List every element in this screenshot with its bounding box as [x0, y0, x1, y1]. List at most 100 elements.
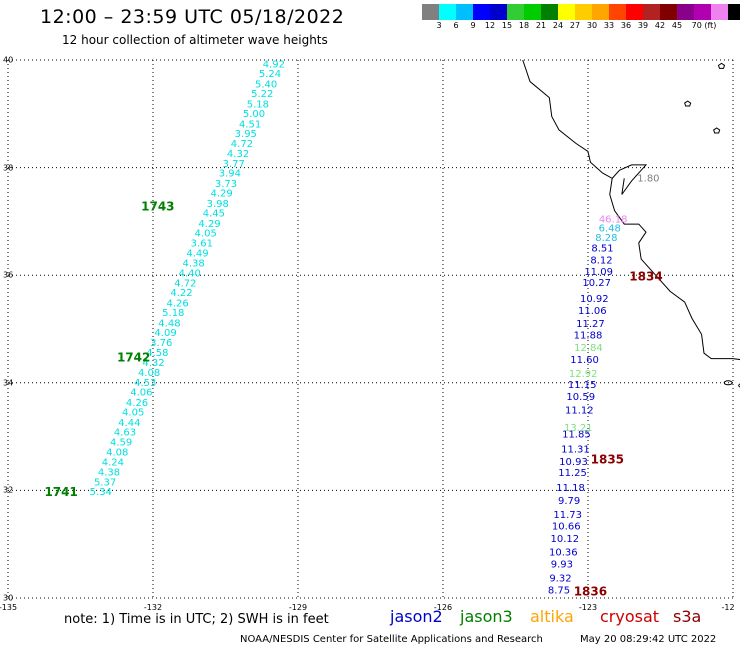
pass-time-label: 1741	[44, 485, 77, 499]
colorbar-swatch	[541, 4, 558, 20]
latitude-tick-label: 32	[3, 485, 14, 495]
latitude-tick-label: 34	[3, 378, 14, 388]
wave-height-label: 4.08	[106, 447, 128, 458]
wave-height-label: 5.22	[251, 89, 273, 100]
colorbar-tick-label: 21	[535, 21, 547, 30]
map-subtitle: 12 hour collection of altimeter wave hei…	[62, 33, 328, 47]
wave-height-label: 11.27	[576, 319, 605, 330]
colorbar-tick-label: 15	[501, 21, 513, 30]
wave-height-label: 10.66	[552, 522, 581, 533]
wave-height-label: 11.60	[570, 355, 599, 366]
generated-timestamp: May 20 08:29:42 UTC 2022	[580, 634, 717, 645]
wave-height-label: 10.12	[550, 534, 579, 545]
wave-height-label: 4.06	[130, 388, 152, 399]
wave-height-label: 4.59	[110, 438, 132, 449]
wave-height-label: 4.45	[203, 209, 225, 220]
wave-height-label: 4.26	[126, 398, 148, 409]
wave-height-label: 3.73	[215, 179, 237, 190]
colorbar-swatch	[711, 4, 728, 20]
wave-height-label: 11.12	[565, 405, 594, 416]
legend-note: note: 1) Time is in UTC; 2) SWH is in fe…	[64, 612, 329, 627]
wave-height-label: 6.48	[599, 224, 621, 235]
wave-height-label: 11.06	[578, 306, 607, 317]
wave-height-label: 5.18	[247, 99, 269, 110]
colorbar-tick-label: 45	[671, 21, 683, 30]
wave-height-label: 4.29	[198, 219, 220, 230]
colorbar-swatch	[439, 4, 456, 20]
wave-height-label: 4.26	[167, 298, 189, 309]
colorbar-swatch	[643, 4, 660, 20]
wave-height-label: 4.48	[158, 318, 180, 329]
channel-island	[723, 380, 733, 386]
colorbar-swatch	[592, 4, 609, 20]
wave-height-label: 4.72	[174, 278, 196, 289]
wave-height-label: 8.12	[590, 255, 612, 266]
wave-height-label: 3.98	[207, 199, 229, 210]
wave-height-label: 5.40	[255, 79, 277, 90]
longitude-tick-label: -126	[433, 603, 453, 612]
colorbar-tick-label: 39	[637, 21, 649, 30]
map-title: 12:00 – 23:59 UTC 05/18/2022	[40, 6, 345, 28]
wave-height-label: 4.40	[179, 268, 201, 279]
latitude-tick-label: 40	[3, 55, 14, 65]
longitude-tick-label: -12	[721, 603, 735, 612]
colorbar-swatch	[490, 4, 507, 20]
wave-height-label: 4.05	[122, 408, 144, 419]
colorbar-swatch	[456, 4, 473, 20]
colorbar-swatch	[677, 4, 694, 20]
colorbar-tick-label: 12	[484, 21, 496, 30]
latitude-tick-label: 38	[3, 163, 14, 173]
wave-height-label: 4.49	[186, 248, 208, 259]
colorbar-swatch	[660, 4, 677, 20]
wave-height-label: 10.36	[549, 547, 578, 558]
wave-height-label: 10.93	[559, 457, 588, 468]
wave-height-label: 11.88	[574, 331, 603, 342]
colorbar-swatch	[694, 4, 711, 20]
wave-height-label: 12.84	[574, 343, 603, 354]
wave-height-label: 5.18	[162, 308, 184, 319]
pass-time-label: 1836	[574, 584, 607, 598]
channel-island	[738, 383, 740, 388]
colorbar-swatch	[575, 4, 592, 20]
colorbar-tick-label: 30	[586, 21, 598, 30]
wave-height-label: 5.24	[259, 69, 281, 80]
credit-text: NOAA/NESDIS Center for Satellite Applica…	[240, 634, 543, 645]
wave-height-label: 4.72	[231, 139, 253, 150]
wave-height-label: 9.32	[549, 573, 571, 584]
wave-height-label: 11.73	[553, 510, 582, 521]
colorbar-tick-label: 24	[552, 21, 564, 30]
inland-lake	[684, 100, 692, 107]
coastline	[522, 59, 740, 388]
wave-height-label: 12.92	[569, 369, 598, 380]
wave-height-label: 10.27	[582, 278, 611, 289]
colorbar-tick-label: 3	[436, 21, 442, 30]
wave-height-label: 8.75	[548, 586, 570, 597]
pass-time-labels: 1743 1742 1741 1834 1835 1836	[44, 200, 662, 599]
wave-height-label: 10.59	[566, 392, 595, 403]
wave-height-label: 4.32	[227, 149, 249, 160]
wave-height-label: 3.61	[191, 239, 213, 250]
pass-time-label: 1742	[117, 350, 150, 364]
wave-height-label: 10.92	[580, 294, 609, 305]
wave-height-label: 4.63	[114, 428, 136, 439]
colorbar-swatch	[609, 4, 626, 20]
wave-height-label: 11.18	[556, 483, 585, 494]
colorbar-tick-label: 42	[654, 21, 666, 30]
longitude-tick-label: -135	[0, 603, 18, 612]
wave-height-label: 46.18	[599, 214, 628, 225]
wave-height-label: 4.92	[263, 60, 285, 71]
latitude-tick-label: 30	[3, 593, 14, 603]
wave-height-label: 4.38	[182, 259, 204, 270]
wave-height-label: 4.05	[195, 228, 217, 239]
legend-item-s3a: s3a	[673, 607, 702, 626]
legend-item-jason2: jason2	[390, 607, 443, 626]
pass-time-label: 1834	[629, 270, 662, 284]
longitude-tick-label: -123	[578, 603, 598, 612]
colorbar-swatch	[558, 4, 575, 20]
inland-lake	[713, 127, 721, 134]
colorbar-tick-label: 6	[453, 21, 459, 30]
colorbar-tick-label: 27	[569, 21, 581, 30]
wave-height-label: 11.09	[584, 267, 613, 278]
wave-height-label: 11.15	[568, 380, 597, 391]
wave-height-label: 4.09	[154, 328, 176, 339]
